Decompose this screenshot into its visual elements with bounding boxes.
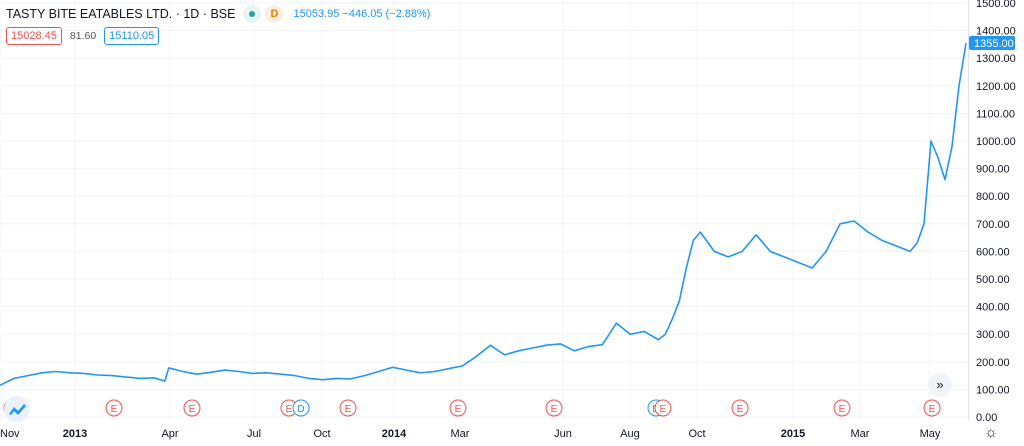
y-tick-label: 300.00 — [976, 329, 1010, 341]
ask-price[interactable]: 15110.05 — [104, 27, 160, 45]
event-marker[interactable] — [545, 399, 563, 417]
event-marker[interactable] — [105, 399, 123, 417]
settings-gear-icon[interactable]: ☼ — [984, 424, 998, 441]
x-tick-label: Nov — [0, 428, 20, 440]
legend: TASTY BITE EATABLES LTD. · 1D · BSE D 15… — [6, 5, 430, 23]
y-tick-label: 500.00 — [976, 274, 1010, 286]
event-marker-label: E — [551, 404, 558, 415]
event-marker-label: D — [297, 404, 304, 415]
spread-value: 81.60 — [69, 30, 97, 42]
x-tick-label: Oct — [688, 428, 705, 440]
x-tick-label: 2015 — [781, 428, 805, 440]
y-tick-label: 100.00 — [976, 384, 1010, 396]
x-tick-label: 2013 — [63, 428, 87, 440]
last-price-label: 1355.00 — [969, 36, 1015, 51]
event-marker[interactable] — [292, 399, 310, 417]
event-marker-label: E — [111, 404, 118, 415]
last-price-text: 1355.00 — [974, 38, 1014, 50]
event-marker[interactable] — [339, 399, 357, 417]
x-tick-label: Oct — [313, 428, 330, 440]
last-quote: 15053.95 −446.05 (−2.88%) — [293, 8, 431, 20]
events-row[interactable]: EEEEDEEEDEEEE — [3, 399, 941, 417]
y-tick-label: 200.00 — [976, 357, 1010, 369]
x-tick-label: May — [920, 428, 941, 440]
tradingview-logo-icon[interactable] — [4, 396, 30, 422]
y-tick-label: 400.00 — [976, 302, 1010, 314]
y-tick-label: 1300.00 — [976, 53, 1016, 65]
event-marker[interactable] — [654, 399, 672, 417]
price-axis: 0.00 100.00 200.00 300.00 400.00 500.00 600.00… — [976, 0, 1016, 424]
y-tick-label: 700.00 — [976, 219, 1010, 231]
event-marker[interactable] — [449, 399, 467, 417]
event-marker[interactable] — [833, 399, 851, 417]
last-price-tag — [969, 36, 1015, 51]
y-tick-label: 1200.00 — [976, 81, 1016, 93]
y-tick-label: 1500.00 — [976, 0, 1016, 10]
scroll-to-realtime-icon[interactable]: » — [928, 373, 952, 397]
x-tick-label: Aug — [620, 428, 640, 440]
event-marker[interactable] — [923, 399, 941, 417]
x-tick-label: Jul — [247, 428, 261, 440]
x-tick-label: Mar — [451, 428, 470, 440]
event-marker-label: E — [929, 404, 936, 415]
event-marker-label: E — [345, 404, 352, 415]
x-tick-label: Mar — [851, 428, 870, 440]
event-marker-label: E — [660, 404, 667, 415]
event-marker-label: E — [737, 404, 744, 415]
x-tick-label: Jun — [554, 428, 572, 440]
y-tick-label: 600.00 — [976, 246, 1010, 258]
y-tick-label: 1000.00 — [976, 136, 1016, 148]
market-status-icon[interactable] — [243, 5, 262, 23]
event-marker-label: E — [286, 404, 293, 415]
event-marker[interactable] — [183, 399, 201, 417]
symbol-title[interactable]: TASTY BITE EATABLES LTD. · 1D · BSE — [6, 7, 236, 21]
x-tick-label: Apr — [161, 428, 178, 440]
y-tick-label: 900.00 — [976, 164, 1010, 176]
delayed-badge[interactable]: D — [265, 5, 284, 23]
event-marker[interactable] — [731, 399, 749, 417]
x-tick-label: 2014 — [382, 428, 407, 440]
y-tick-label: 800.00 — [976, 191, 1010, 203]
grid — [0, 0, 968, 420]
y-tick-label: 1100.00 — [976, 108, 1015, 120]
price-line — [0, 42, 967, 387]
y-tick-label: 1400.00 — [976, 26, 1016, 38]
event-marker-label: E — [839, 404, 846, 415]
bid-price[interactable]: 15028.45 — [6, 27, 62, 45]
bid-ask: 15028.45 81.60 15110.05 — [6, 27, 160, 45]
time-axis: Nov 2013 Apr Jul Oct 2014 Mar Jun Aug Oct 2015 Mar M… — [0, 428, 941, 440]
event-marker-label: E — [455, 404, 462, 415]
y-tick-label: 0.00 — [976, 412, 997, 424]
event-marker-label: E — [189, 404, 196, 415]
